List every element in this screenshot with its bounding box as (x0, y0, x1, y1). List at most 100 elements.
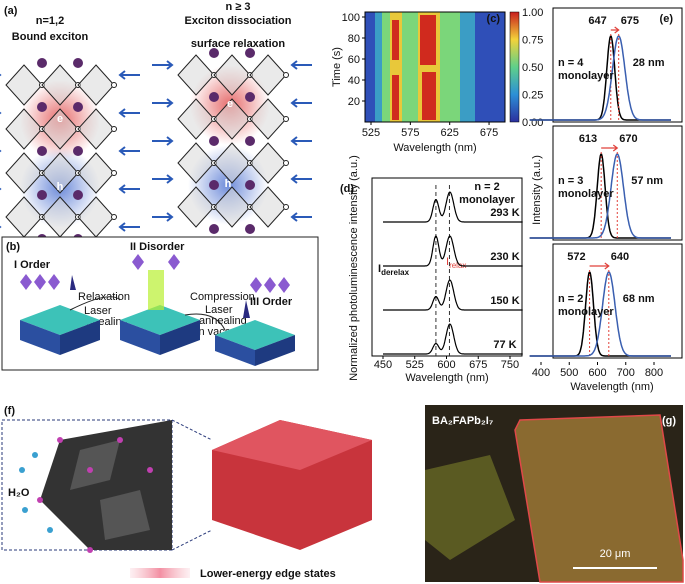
cation (73, 190, 83, 200)
panel-a: (a) n=1,2 Bound exciton n ≥ 3 Exciton di… (0, 1, 312, 244)
octahedron (177, 142, 215, 184)
peak-label: 572 (567, 251, 585, 263)
shift-arrow (601, 144, 619, 152)
title: n=1,2 (36, 15, 64, 27)
octahedron (41, 152, 79, 194)
shift-arrow (589, 262, 610, 270)
x-tick-label: 675 (480, 127, 498, 139)
arrow (118, 146, 140, 156)
octahedron (5, 108, 43, 150)
x-tick-label: 600 (437, 359, 455, 371)
step: Compression (190, 291, 255, 303)
octahedron (77, 64, 115, 106)
n-label: n = 3 (558, 175, 583, 187)
panel-label: (f) (4, 405, 15, 417)
panel-d: (d) n = 2 monolayer Iderelax Irelax Wave… (340, 155, 523, 384)
relax: Irelax (446, 256, 466, 270)
cation (73, 146, 83, 156)
spectra: 450 525 600 675 750 293 K 230 K 150 K 77 K (374, 185, 523, 371)
octahedron (213, 98, 251, 140)
title: n ≥ 3 (226, 1, 251, 13)
stage: III Order (250, 296, 293, 308)
axis-title: Intensity (a.u.) (531, 155, 543, 225)
temperature: 293 K (490, 207, 519, 219)
cation (245, 180, 255, 190)
n-label: monolayer (558, 70, 614, 82)
panel-b: (b) I Order II Disorder III Order Relaxa… (1, 236, 319, 371)
cation (209, 92, 219, 102)
cation (73, 102, 83, 112)
peak-label: 647 (588, 15, 606, 27)
arrow (118, 70, 140, 80)
x-tick-label: 750 (501, 359, 519, 371)
x-tick-label: 600 (588, 367, 606, 379)
octahedron (177, 98, 215, 140)
lattice (152, 48, 312, 234)
peak-label: 640 (611, 251, 629, 263)
frame (552, 243, 683, 359)
water: H₂O (8, 487, 30, 499)
spectrum (529, 271, 671, 357)
cation (245, 136, 255, 146)
octahedron (5, 64, 43, 106)
cation (37, 146, 47, 156)
shift-arrow (610, 26, 620, 34)
octahedron (213, 142, 251, 184)
peak-label: 675 (621, 15, 639, 27)
shift: 28 nm (633, 57, 665, 69)
atom (283, 72, 289, 78)
atom (283, 160, 289, 166)
octahedron (5, 152, 43, 194)
y-tick-label: 60 (348, 54, 360, 66)
x-tick-label: 400 (532, 367, 550, 379)
colorbar-label: 0.00 (522, 117, 543, 129)
panel-c: (c) Wavelength (nm) Time (s) 525 575 625 67… (331, 7, 543, 154)
arrow (118, 222, 140, 232)
lattice (0, 58, 140, 244)
spectrum (529, 153, 671, 239)
arrow (290, 212, 312, 222)
step: Laser (205, 304, 233, 316)
stage: I Order (14, 259, 51, 271)
octahedron (249, 98, 287, 140)
axis-title: Wavelength (nm) (570, 381, 653, 393)
n-label: n = 2 (474, 181, 499, 193)
frame (552, 125, 683, 241)
x-tick-label: 800 (645, 367, 663, 379)
panel-e: (e) Wavelength (nm) Intensity (a.u.) 647… (529, 7, 683, 393)
atom (111, 126, 117, 132)
octahedron (177, 186, 215, 228)
colorbar-label: 0.25 (522, 90, 543, 102)
y-tick-label: 40 (348, 75, 360, 87)
arrow (290, 174, 312, 184)
x-tick-label: 525 (362, 127, 380, 139)
n-label: monolayer (459, 194, 515, 206)
arrow (152, 174, 174, 184)
x-tick-label: 450 (374, 359, 392, 371)
legend: Lower-energy edge states (200, 568, 336, 580)
colorbar-label: 0.75 (522, 35, 543, 47)
x-tick-label: 675 (469, 359, 487, 371)
cation (209, 48, 219, 58)
electron: e (227, 98, 233, 110)
y-tick-label: 80 (348, 33, 360, 45)
cation (245, 224, 255, 234)
temperature: 230 K (490, 251, 519, 263)
arrow (152, 212, 174, 222)
frame (552, 7, 683, 123)
panel-label: (a) (4, 5, 18, 17)
octahedron (41, 64, 79, 106)
x-tick-label: 575 (401, 127, 419, 139)
x-tick-label: 525 (406, 359, 424, 371)
octahedron (213, 54, 251, 96)
spectrum (529, 35, 671, 121)
arrow (290, 98, 312, 108)
arrow (118, 108, 140, 118)
cation (245, 48, 255, 58)
shift: 68 nm (623, 293, 655, 305)
cation (209, 224, 219, 234)
axis-title: Time (s) (331, 47, 343, 87)
panel-label: (g) (662, 415, 676, 427)
